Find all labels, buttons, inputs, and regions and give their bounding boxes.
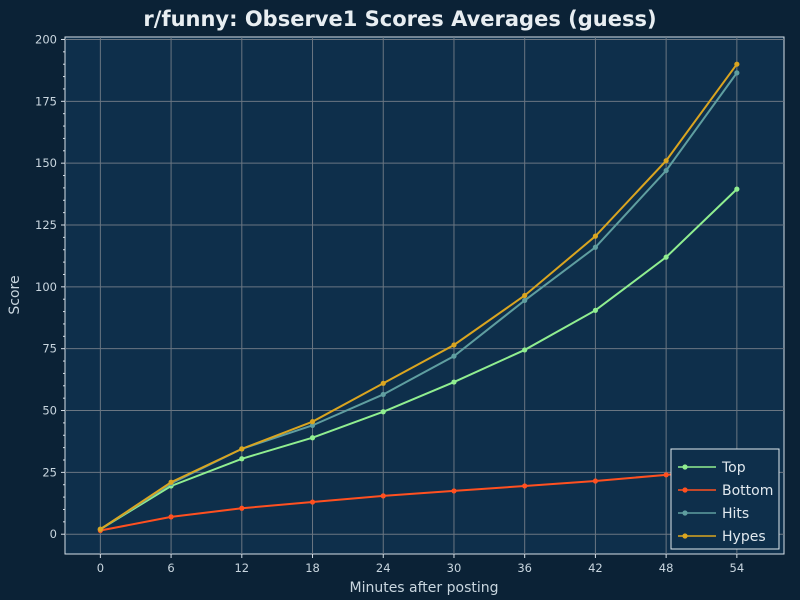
data-point (522, 292, 528, 299)
y-axis-label: Score (7, 275, 23, 314)
data-point (592, 233, 599, 239)
data-point (663, 472, 669, 478)
data-point (522, 347, 528, 353)
data-point (380, 391, 386, 398)
x-tick-label: 30 (447, 561, 462, 575)
y-tick-label: 75 (42, 342, 57, 356)
data-point (451, 379, 457, 385)
x-tick-label: 0 (97, 561, 104, 575)
y-tick-label: 50 (42, 404, 57, 418)
data-point (309, 499, 316, 505)
data-point (380, 493, 386, 499)
series-line-top (99, 188, 738, 531)
series-layer (97, 61, 740, 534)
data-point (380, 409, 386, 415)
x-tick-label: 48 (659, 561, 674, 575)
legend-entry-bottom: Bottom (722, 483, 773, 499)
series-hypes (97, 61, 740, 532)
legend-entry-top: Top (721, 460, 746, 476)
y-tick-label: 0 (50, 527, 57, 541)
data-point (663, 158, 669, 164)
data-point (309, 419, 316, 425)
data-point (451, 353, 457, 359)
plot-area (64, 36, 785, 555)
data-point (592, 307, 599, 313)
data-point (663, 167, 669, 174)
legend-box (670, 448, 780, 550)
y-tick-label: 25 (42, 465, 57, 479)
axis-ticks: 0 6 12 18 24 30 36 42 48 54 0 25 50 75 100 125 150 175 200 (35, 32, 744, 575)
x-tick-label: 18 (305, 561, 320, 575)
data-point (522, 297, 528, 304)
data-point (97, 526, 103, 532)
data-point (239, 446, 245, 452)
x-tick-label: 6 (167, 561, 174, 575)
data-point (309, 422, 316, 428)
data-point (734, 186, 740, 192)
data-point (592, 244, 599, 250)
data-point (168, 514, 174, 520)
y-tick-label: 125 (35, 218, 57, 232)
x-tick-label: 54 (730, 561, 745, 575)
legend-entry-hypes: Hypes (722, 529, 766, 545)
data-point (239, 505, 245, 511)
data-point (168, 479, 174, 485)
x-axis-label: Minutes after posting (349, 580, 498, 596)
x-tick-label: 42 (588, 561, 603, 575)
legend-entry-hits: Hits (722, 506, 749, 522)
legend: Top Bottom Hits Hypes (670, 448, 780, 550)
data-point (663, 254, 669, 260)
series-line-bottom (100, 467, 737, 532)
y-tick-label: 200 (35, 32, 57, 46)
legend-marker (682, 464, 688, 470)
y-tick-label: 100 (35, 280, 57, 294)
legend-marker (682, 487, 688, 493)
data-point (239, 456, 245, 462)
series-line-hypes (99, 63, 738, 531)
series-bottom (97, 466, 740, 534)
data-point (592, 478, 599, 484)
legend-marker (682, 533, 688, 539)
data-point (451, 488, 457, 494)
data-point (309, 435, 316, 441)
x-tick-label: 12 (234, 561, 249, 575)
data-point (734, 70, 740, 76)
y-tick-label: 175 (35, 94, 57, 108)
x-tick-label: 24 (376, 561, 391, 575)
y-tick-label: 150 (35, 156, 57, 170)
chart-title: r/funny: Observe1 Scores Averages (guess… (143, 7, 656, 31)
legend-marker (682, 510, 688, 516)
data-point (451, 342, 457, 348)
grid-lines (65, 37, 784, 554)
data-point (734, 61, 740, 67)
data-point (380, 380, 386, 386)
x-tick-label: 36 (517, 561, 532, 575)
data-point (522, 483, 528, 489)
